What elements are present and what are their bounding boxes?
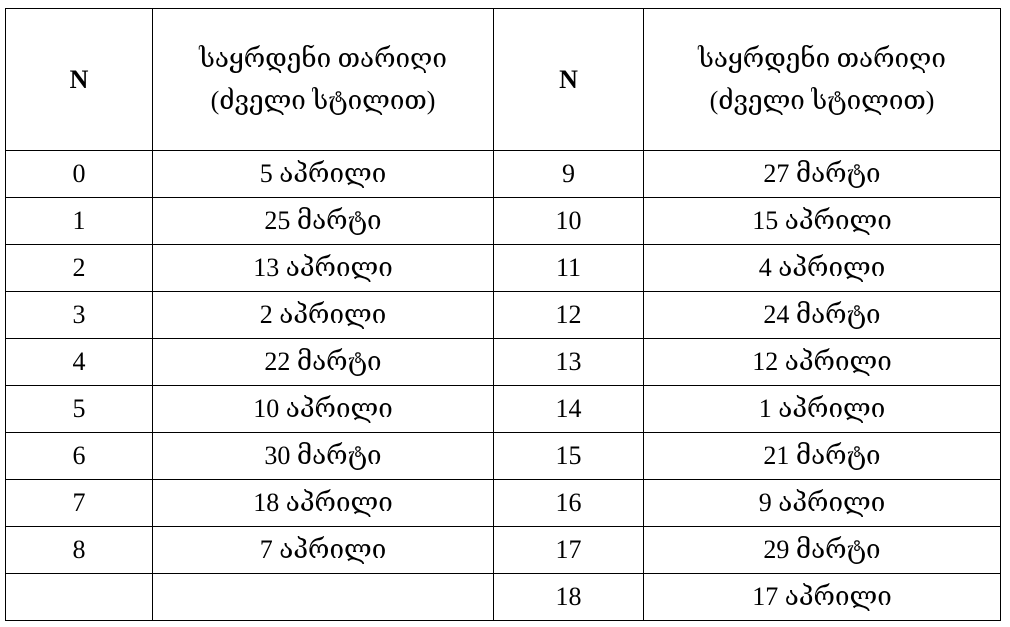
cell-n <box>5 573 153 621</box>
cell-n: 15 <box>493 432 644 480</box>
cell-n: 12 <box>493 291 644 339</box>
header-n-left: N <box>5 8 153 151</box>
cell-date <box>152 573 494 621</box>
cell-date: 9 აპრილი <box>643 479 1001 527</box>
reference-date-table: N საყრდენი თარიღი (ძველი სტილით) N საყრდე… <box>5 8 1001 621</box>
cell-n: 9 <box>493 150 644 198</box>
table-row: 7 18 აპრილი 16 9 აპრილი <box>5 479 1001 527</box>
cell-date: 27 მარტი <box>643 150 1001 198</box>
cell-date: 7 აპრილი <box>152 526 494 574</box>
cell-date: 17 აპრილი <box>643 573 1001 621</box>
cell-date: 25 მარტი <box>152 197 494 245</box>
header-row: N საყრდენი თარიღი (ძველი სტილით) N საყრდე… <box>5 8 1001 151</box>
table-row: 4 22 მარტი 13 12 აპრილი <box>5 338 1001 386</box>
cell-n: 3 <box>5 291 153 339</box>
header-date-left: საყრდენი თარიღი (ძველი სტილით) <box>152 8 494 151</box>
header-date-subtitle: (ძველი სტილით) <box>210 85 436 115</box>
header-date-title: საყრდენი თარიღი <box>199 43 447 73</box>
cell-date: 10 აპრილი <box>152 385 494 433</box>
table-row: 6 30 მარტი 15 21 მარტი <box>5 432 1001 480</box>
cell-n: 0 <box>5 150 153 198</box>
cell-n: 11 <box>493 244 644 292</box>
cell-n: 13 <box>493 338 644 386</box>
cell-date: 22 მარტი <box>152 338 494 386</box>
cell-date: 13 აპრილი <box>152 244 494 292</box>
table-row: 5 10 აპრილი 14 1 აპრილი <box>5 385 1001 433</box>
cell-date: 30 მარტი <box>152 432 494 480</box>
cell-date: 29 მარტი <box>643 526 1001 574</box>
cell-date: 2 აპრილი <box>152 291 494 339</box>
header-date-subtitle: (ძველი სტილით) <box>709 85 935 115</box>
cell-date: 1 აპრილი <box>643 385 1001 433</box>
cell-date: 4 აპრილი <box>643 244 1001 292</box>
cell-n: 5 <box>5 385 153 433</box>
table-row: 2 13 აპრილი 11 4 აპრილი <box>5 244 1001 292</box>
cell-n: 6 <box>5 432 153 480</box>
cell-n: 2 <box>5 244 153 292</box>
cell-date: 5 აპრილი <box>152 150 494 198</box>
table-row: 1 25 მარტი 10 15 აპრილი <box>5 197 1001 245</box>
table-row: 18 17 აპრილი <box>5 573 1001 621</box>
header-date-title: საყრდენი თარიღი <box>698 43 946 73</box>
cell-date: 21 მარტი <box>643 432 1001 480</box>
cell-n: 14 <box>493 385 644 433</box>
header-n-right: N <box>493 8 644 151</box>
cell-n: 4 <box>5 338 153 386</box>
cell-n: 17 <box>493 526 644 574</box>
cell-n: 8 <box>5 526 153 574</box>
cell-date: 18 აპრილი <box>152 479 494 527</box>
cell-n: 1 <box>5 197 153 245</box>
cell-date: 12 აპრილი <box>643 338 1001 386</box>
cell-n: 7 <box>5 479 153 527</box>
cell-date: 15 აპრილი <box>643 197 1001 245</box>
cell-n: 10 <box>493 197 644 245</box>
cell-date: 24 მარტი <box>643 291 1001 339</box>
cell-n: 18 <box>493 573 644 621</box>
cell-n: 16 <box>493 479 644 527</box>
header-date-right: საყრდენი თარიღი (ძველი სტილით) <box>643 8 1001 151</box>
